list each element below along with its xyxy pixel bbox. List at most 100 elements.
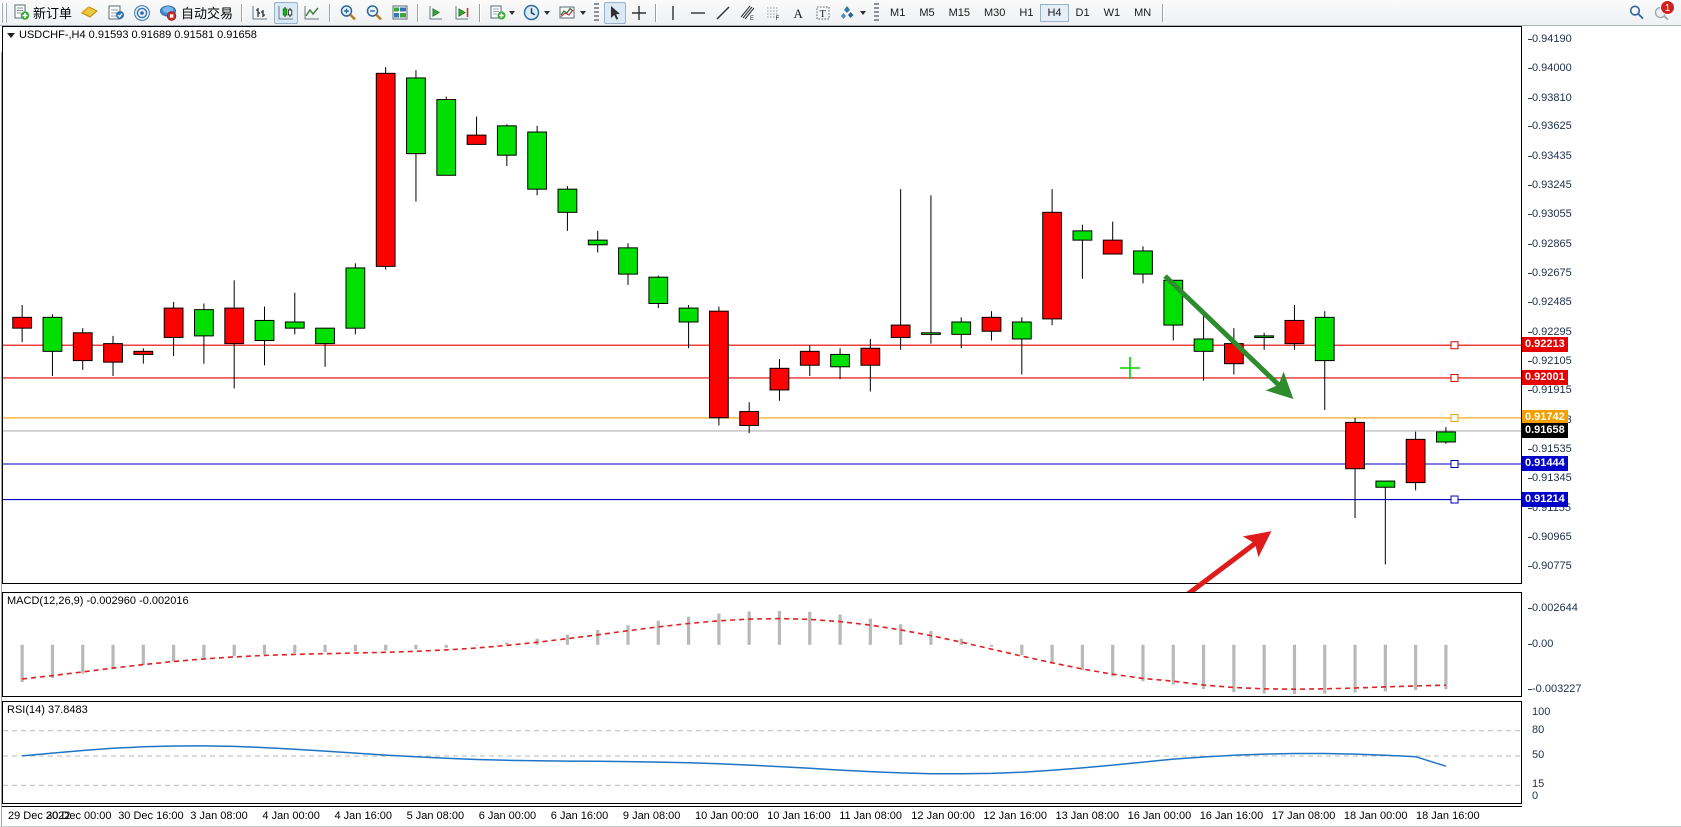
timeframe-h4[interactable]: H4 [1040,3,1069,22]
trendline-icon[interactable] [712,2,734,24]
crosshair-icon[interactable] [628,2,650,24]
candle [1345,417,1365,519]
price-tick: 0.91535 [1528,443,1572,455]
autotrading-icon[interactable]: 自动交易 [156,2,236,24]
price-tick: 0.93245 [1528,179,1572,191]
new-order-label: 新订单 [33,6,73,21]
toolbar-divider-8 [1162,3,1165,22]
candle [42,314,63,377]
price-axis[interactable]: 0.94190 0.94000 0.93810 0.93625 0.93435 0.932… [1522,26,1681,804]
candle [103,335,123,377]
level-line-resistance[interactable] [3,373,1521,382]
indicator-list-icon[interactable] [555,2,589,24]
period-icon[interactable] [520,2,553,24]
timeframe-h1[interactable]: H1 [1019,6,1034,19]
price-level-tag[interactable]: 0.91658 [1522,422,1568,438]
svg-text:E: E [750,16,754,21]
templates-icon[interactable] [486,2,518,24]
price-level-tag[interactable]: 0.92001 [1522,369,1568,385]
level-line-pivot[interactable] [3,413,1521,422]
text-box-icon[interactable]: T [812,2,834,24]
signals-icon[interactable] [130,2,154,24]
timeframe-m1[interactable]: M1 [890,6,906,19]
candle [921,195,941,344]
templates-dropdown-caret[interactable] [509,10,516,15]
candle [133,348,154,364]
chart-shift-icon[interactable] [424,2,448,24]
chart-left-grip[interactable] [0,52,2,827]
notifications-icon[interactable]: 1 [1650,0,1675,24]
candle [618,243,638,285]
candle [163,301,184,356]
level-line-support[interactable] [3,460,1521,469]
candle [436,96,457,176]
rsi-pane[interactable]: RSI(14) 37.8483 [2,701,1522,804]
candle [557,186,578,231]
price-level-tag[interactable]: 0.92213 [1522,337,1568,353]
candle [1102,221,1123,255]
cursor-icon[interactable] [604,1,627,24]
new-order-button[interactable]: 新订单 [10,2,75,24]
price-tick: 0.91345 [1528,472,1572,484]
timeframe-d1[interactable]: D1 [1075,6,1090,19]
timeframe-w1[interactable]: W1 [1103,6,1121,19]
price-level-tag[interactable]: 0.91444 [1522,456,1568,471]
price-level-tag[interactable]: 0.91742 [1522,409,1568,425]
zoom-out-icon[interactable] [362,2,386,24]
text-label-icon[interactable]: A [788,2,810,24]
time-axis[interactable]: 29 Dec 2022 30 Dec 00:00 30 Dec 16:00 3 Jan… [2,806,1522,826]
macd-tick: -0.003227 [1528,683,1582,695]
price-tick: 0.92295 [1528,326,1572,338]
time-tick: 4 Jan 00:00 [262,810,320,822]
level-line-support[interactable] [3,495,1521,504]
search-icon[interactable] [1625,2,1648,24]
candle [1284,305,1305,350]
candlestick-chart-icon[interactable] [274,1,299,24]
timeframe-m30[interactable]: M30 [984,6,1006,19]
zoom-in-icon[interactable] [336,2,360,24]
timeframe-mn[interactable]: MN [1134,6,1152,19]
down-trend-arrow [1163,274,1294,399]
toolbar-grip[interactable] [1,2,7,23]
rsi-tick: 15 [1532,778,1545,791]
vertical-line-icon[interactable] [662,2,684,24]
price-tick: 0.92865 [1528,238,1572,250]
timeframe-m5[interactable]: M5 [919,6,935,19]
rsi-tick: 50 [1532,749,1545,761]
level-line-resistance[interactable] [3,341,1521,350]
time-tick: 4 Jan 16:00 [334,810,393,822]
line-chart-icon[interactable] [300,2,324,24]
price-pane[interactable]: USDCHF-,H4 0.91593 0.91689 0.91581 0.916… [2,26,1522,602]
equidistant-channel-icon[interactable]: E [736,2,760,24]
toolbar-divider-5 [594,2,600,23]
shapes-icon[interactable] [836,2,869,24]
auto-scroll-icon[interactable] [450,2,474,24]
rsi-label: RSI(14) 37.8483 [7,704,88,716]
candle [1405,431,1426,491]
price-level-tag[interactable]: 0.91214 [1522,491,1568,507]
indicators-icon[interactable] [104,2,128,24]
time-tick: 6 Jan 16:00 [550,810,609,822]
macd-pane[interactable]: MACD(12,26,9) -0.002960 -0.002016 [2,592,1522,697]
indicator-dropdown-caret[interactable] [580,10,587,15]
expert-advisor-icon[interactable] [77,2,102,24]
svg-text:T: T [820,9,826,20]
bar-chart-icon[interactable] [248,2,272,24]
candle [12,305,33,343]
tile-windows-icon[interactable] [388,2,412,24]
candle [194,303,214,364]
horizontal-line-icon[interactable] [686,2,710,24]
timeframe-m15[interactable]: M15 [948,6,970,19]
time-tick: 11 Jan 08:00 [839,810,902,822]
period-dropdown-caret[interactable] [544,10,551,15]
time-tick: 12 Jan 16:00 [983,810,1048,822]
candle [406,70,426,202]
candle [1254,332,1275,350]
candle [1375,480,1396,565]
candle [769,359,790,401]
candle [648,275,669,309]
chart-area[interactable]: USDCHF-,H4 0.91593 0.91689 0.91581 0.916… [0,26,1681,827]
shapes-dropdown-caret[interactable] [860,10,867,15]
fibonacci-icon[interactable]: F [762,2,786,24]
chevron-down-icon[interactable] [7,32,15,38]
